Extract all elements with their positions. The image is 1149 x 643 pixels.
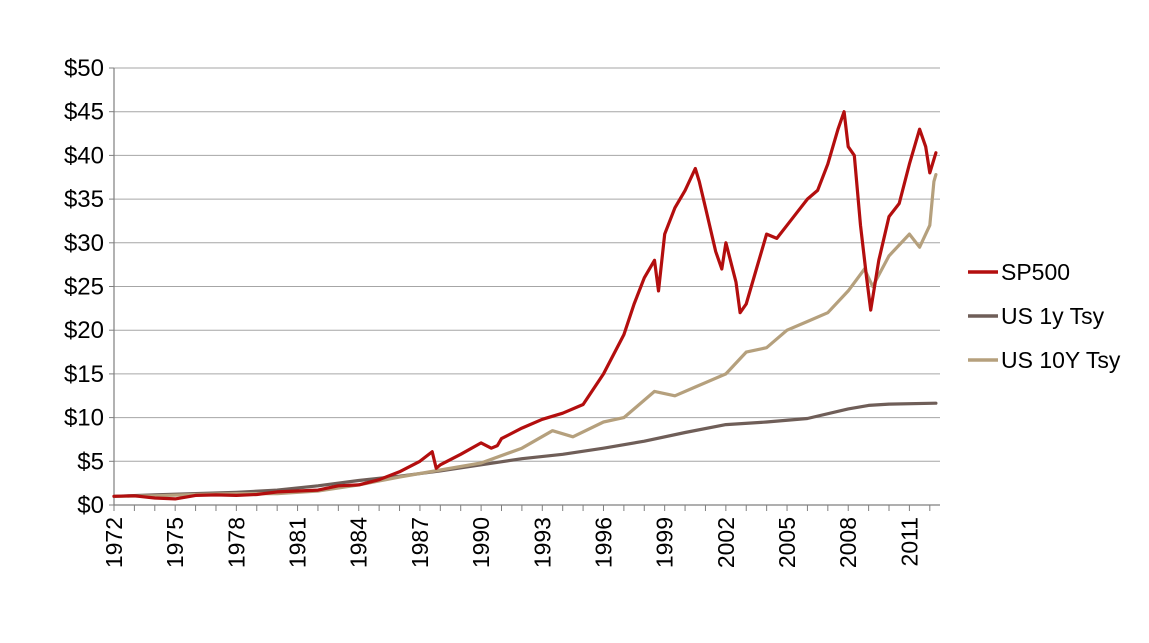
y-tick-label: $25: [64, 274, 104, 301]
y-tick-label: $5: [77, 448, 104, 475]
x-tick-label: 1972: [101, 517, 127, 568]
y-tick-label: $10: [64, 405, 104, 432]
x-tick-label: 1990: [468, 517, 494, 568]
legend-label-sp500: SP500: [1001, 259, 1070, 285]
x-tick-label: 1996: [590, 517, 616, 568]
y-tick-label: $0: [77, 492, 104, 519]
axes: $0 $5 $10 $15 $20 $25 $30 $35 $40 $45 $50 1972 1975 1…: [64, 55, 940, 568]
y-tick-label: $30: [64, 230, 104, 257]
x-tick-label: 2008: [835, 517, 861, 568]
legend: SP500 US 1y Tsy US 10Y Tsy: [968, 259, 1121, 373]
y-tick-label: $20: [64, 317, 104, 344]
x-tick-label: 1981: [285, 517, 311, 568]
x-tick-label: 2011: [896, 517, 922, 566]
x-tick-label: 2002: [713, 517, 739, 568]
x-tick-label: 1993: [529, 517, 555, 568]
y-tick-label: $35: [64, 186, 104, 213]
y-tick-label: $50: [64, 55, 104, 82]
series-line-us-1y-tsy: [112, 401, 938, 498]
legend-label-us-10y-tsy: US 10Y Tsy: [1001, 347, 1121, 373]
series-line-sp500: [112, 110, 938, 501]
gridlines: [114, 67, 940, 462]
y-tick-label: $45: [64, 99, 104, 126]
series-lines: [112, 110, 938, 501]
x-tick-label: 1975: [162, 517, 188, 568]
x-tick-label: 1999: [652, 517, 678, 568]
x-tick-label: 1984: [346, 517, 372, 568]
x-tick-label: 1987: [407, 517, 433, 568]
y-tick-label: $40: [64, 142, 104, 169]
series-line-us-10y-tsy: [112, 173, 938, 498]
x-tick-label: 2005: [774, 517, 800, 568]
legend-label-us-1y-tsy: US 1y Tsy: [1001, 303, 1105, 329]
x-tick-label: 1978: [223, 517, 249, 568]
y-tick-label: $15: [64, 361, 104, 388]
